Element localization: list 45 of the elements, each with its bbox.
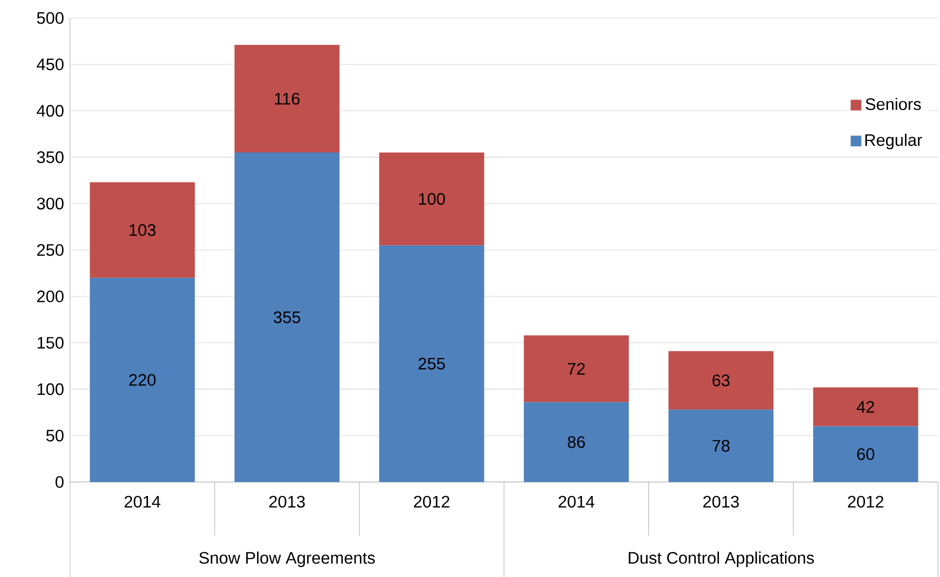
bar [813,426,918,482]
y-tick-label: 100 [38,383,64,396]
y-tick-label: 0 [56,476,64,488]
bar [90,182,195,278]
x-tick-label: 2014 [124,496,160,508]
x-tick-label: 2013 [269,496,305,508]
y-tick-label: 450 [36,58,64,70]
y-tick-label: 150 [38,336,64,349]
bar [379,245,484,482]
data-label: 86 [568,436,585,448]
data-label: 78 [712,440,730,452]
x-tick-label: 2014 [558,496,594,508]
bar [813,387,918,426]
x-tick-label: 2013 [703,496,739,508]
data-label: 72 [568,362,585,375]
y-tick-label: 350 [37,151,64,164]
data-label: 103 [130,224,156,236]
data-label: 100 [419,193,445,205]
data-label: 220 [129,374,156,386]
data-label: 63 [712,374,730,386]
data-label: 116 [274,92,300,105]
y-tick-label: 400 [36,104,64,117]
data-label: 255 [418,358,445,370]
y-tick-label: 200 [37,290,64,302]
y-tick-label: 300 [37,198,64,210]
bar [234,152,340,482]
bar [524,402,629,482]
bar [668,410,774,482]
bar [524,335,629,402]
data-label: 42 [856,401,874,413]
legend-label: Regular [865,134,922,150]
x-tick-label: 2012 [414,496,450,508]
bar [234,44,340,153]
y-tick-label: 250 [37,244,64,256]
bar [668,351,774,410]
text: Dust Control Applications [628,552,814,568]
text: Snow Plow Agreements [199,552,375,568]
data-label: 355 [274,311,300,324]
y-tick-label: 500 [37,12,64,24]
bar [379,152,484,246]
bar [90,278,195,482]
legend-label: Seniors [866,98,921,110]
x-tick-label: 2012 [848,496,884,508]
y-tick-label: 50 [46,430,64,442]
data-label: 60 [857,448,874,460]
